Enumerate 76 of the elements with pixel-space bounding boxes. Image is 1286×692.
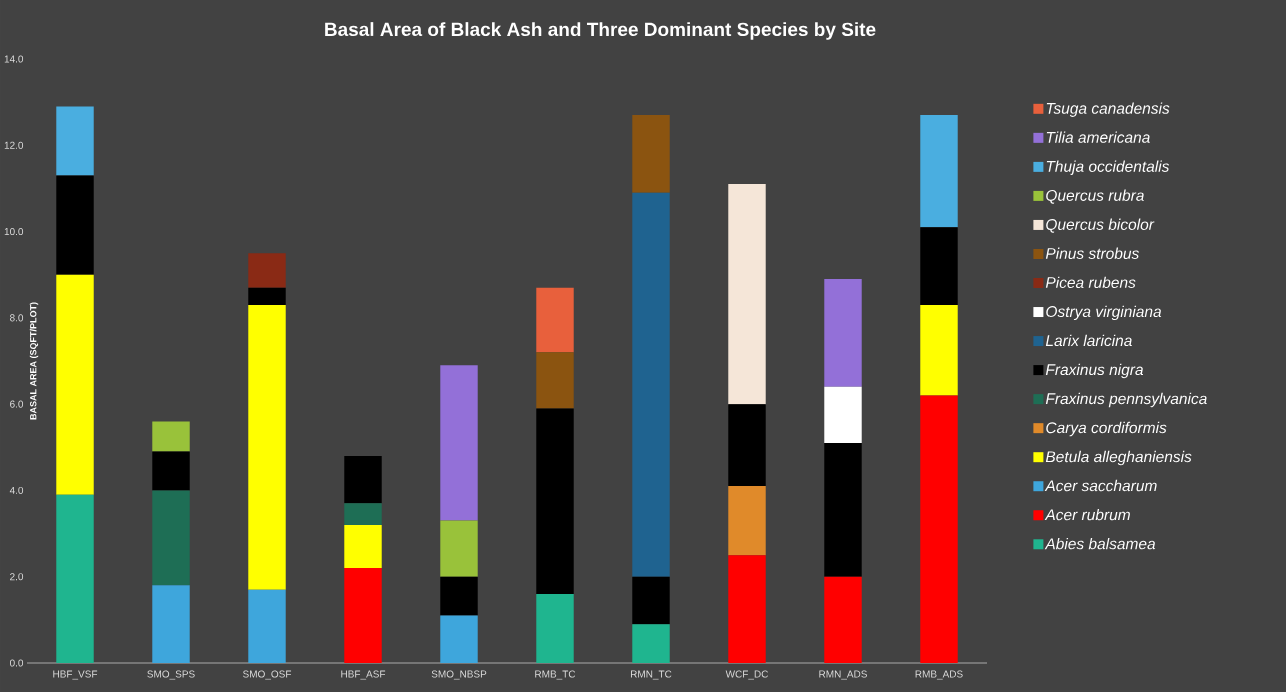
x-tick-label: HBF_ASF: [341, 670, 386, 680]
bar: [728, 486, 766, 556]
y-tick-label: 12.0: [4, 141, 24, 149]
legend-label: Carya cordiformis: [1046, 421, 1167, 437]
legend-label: Thuja occidentalis: [1046, 160, 1170, 175]
bar: [536, 352, 574, 409]
y-axis-title: BASAL AREA (SQFT/PLOT): [29, 302, 39, 420]
bar: [536, 287, 574, 353]
bar: [920, 227, 958, 305]
bar: [248, 304, 286, 590]
legend-label: Picea rubens: [1045, 276, 1136, 289]
bar: [824, 442, 862, 577]
bar: [344, 524, 382, 569]
bar: [728, 404, 766, 487]
y-tick-label: 14.0: [4, 55, 24, 63]
x-tick-label: SMO_OSF: [243, 670, 292, 680]
bar: [248, 253, 286, 288]
bar: [152, 421, 190, 452]
bar: [536, 593, 574, 663]
y-tick-label: 6.0: [10, 400, 24, 408]
y-tick-label: 0.0: [9, 659, 24, 667]
x-tick-label: WCF_DC: [725, 670, 768, 680]
bar: [824, 386, 862, 443]
bar: [920, 395, 958, 663]
bar: [344, 455, 382, 504]
bar: [152, 585, 190, 663]
bar: [440, 365, 478, 521]
legend-label: Tsuga canadensis: [1046, 102, 1170, 117]
x-tick-label: RMN_TC: [630, 670, 672, 680]
bar: [344, 503, 382, 525]
x-tick-label: RMN_ADS: [819, 670, 867, 680]
bar: [728, 555, 766, 663]
x-tick-label: RMB_ADS: [915, 670, 963, 680]
legend-label: Fraxinus nigra: [1045, 363, 1144, 379]
bar: [248, 287, 286, 305]
bar: [728, 184, 766, 405]
bar: [920, 304, 958, 396]
legend-label: Fraxinus pennsylvanica: [1045, 392, 1207, 408]
bar: [536, 408, 574, 594]
y-tick-label: 4.0: [9, 486, 24, 494]
legend-label: Quercus rubra: [1046, 189, 1144, 204]
bar: [344, 568, 382, 663]
bar: [56, 106, 94, 176]
bar: [632, 576, 670, 625]
legend-label: Betula alleghaniensis: [1045, 450, 1192, 466]
bar: [56, 274, 94, 495]
y-tick-label: 2.0: [10, 573, 24, 581]
legend-label: Ostrya virginiana: [1046, 305, 1162, 321]
bar: [824, 576, 862, 663]
legend-label: Tilia americana: [1046, 131, 1150, 143]
bar: [824, 279, 862, 387]
legend-label: Quercus bicolor: [1046, 218, 1155, 233]
x-tick-label: RMB_TC: [535, 670, 576, 680]
bar: [440, 576, 478, 616]
legend-label: Acer rubrum: [1044, 508, 1130, 521]
legend-label: Larix laricina: [1045, 334, 1132, 347]
bar: [920, 115, 958, 228]
y-tick-label: 10.0: [4, 228, 24, 236]
bar: [56, 175, 94, 275]
bar: [56, 494, 94, 663]
bar: [152, 490, 190, 586]
legend-label: Abies balsamea: [1044, 537, 1156, 550]
chart-title: Basal Area of Black Ash and Three Dominant Species by Site: [325, 22, 876, 40]
x-tick-label: SMO_SPS: [147, 670, 195, 680]
bar: [248, 589, 286, 663]
bar: [440, 520, 478, 577]
legend-label: Pinus strobus: [1045, 247, 1139, 259]
bar: [152, 451, 190, 491]
x-tick-label: SMO_NBSP: [431, 670, 487, 680]
legend-label: Acer saccharum: [1044, 479, 1157, 492]
bar: [632, 624, 670, 663]
bar: [440, 615, 478, 663]
y-tick-label: 8.0: [10, 314, 24, 322]
bar: [632, 115, 670, 193]
x-tick-label: HBF_VSF: [53, 670, 98, 680]
bar: [632, 192, 670, 577]
